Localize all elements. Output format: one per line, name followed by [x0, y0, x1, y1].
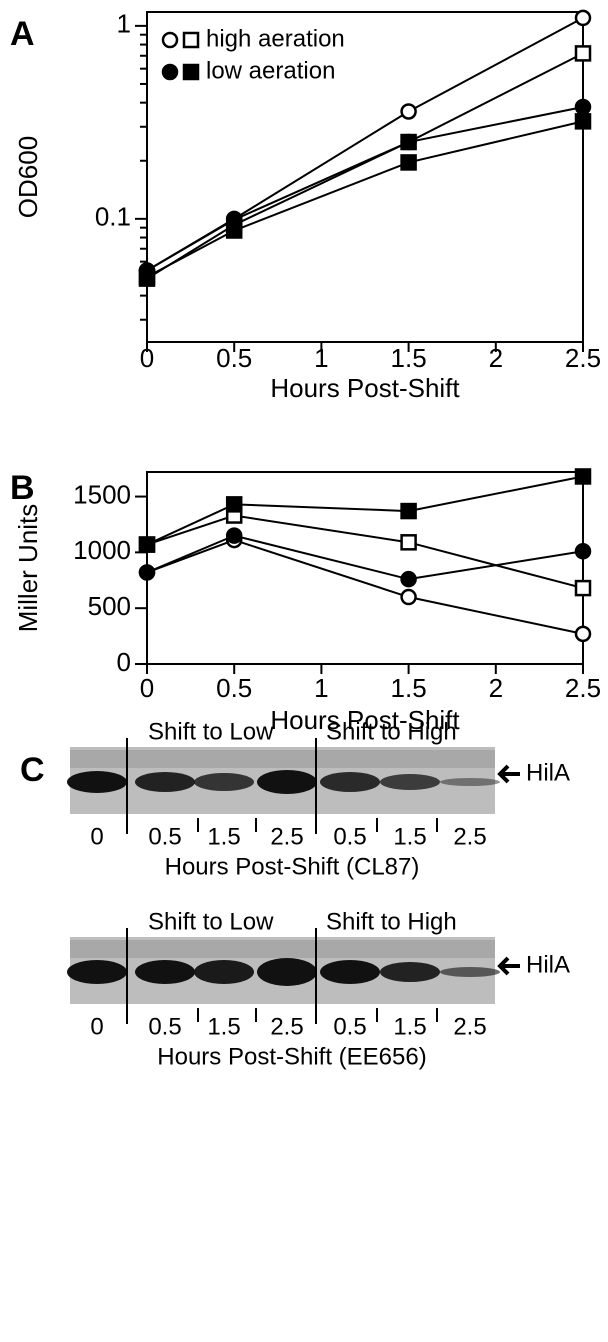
x-tick-label: 2.5 [565, 343, 601, 373]
blot-band [194, 960, 254, 984]
lane-label: 0.5 [148, 823, 181, 850]
circle-marker [576, 544, 590, 558]
y-tick-label: 1000 [73, 535, 131, 565]
blot-band [257, 770, 317, 794]
x-tick-label: 0 [140, 343, 154, 373]
y-tick-label: 1500 [73, 479, 131, 509]
y-tick-label: 1 [117, 9, 131, 39]
panel-label: C [20, 751, 45, 789]
blot-band [320, 960, 380, 984]
blot-band [440, 778, 500, 786]
x-tick-label: 1 [314, 343, 328, 373]
square-marker [402, 535, 416, 549]
legend-square [184, 65, 198, 79]
blot-band [257, 958, 317, 986]
legend-circle [163, 65, 177, 79]
x-tick-label: 2.5 [565, 673, 601, 703]
square-marker [140, 270, 154, 284]
x-tick-label: 2 [489, 673, 503, 703]
lane-label: 0 [90, 1013, 103, 1040]
legend-square [184, 33, 198, 47]
x-tick-label: 0.5 [216, 673, 252, 703]
band-label: HilA [526, 759, 570, 786]
background [0, 0, 608, 1342]
circle-marker [140, 565, 154, 579]
lane-label: 2.5 [453, 823, 486, 850]
x-tick-label: 2 [489, 343, 503, 373]
blot-caption: Hours Post-Shift (CL87) [165, 853, 420, 880]
legend-circle [163, 33, 177, 47]
lane-label: 1.5 [207, 1013, 240, 1040]
x-axis-label: Hours Post-Shift [270, 373, 460, 403]
lane-label: 0 [90, 823, 103, 850]
blot-band [67, 960, 127, 984]
square-marker [402, 504, 416, 518]
circle-marker [227, 529, 241, 543]
blot-smear [70, 940, 495, 958]
group-label: Shift to High [326, 718, 457, 745]
circle-marker [576, 11, 590, 25]
lane-label: 0.5 [148, 1013, 181, 1040]
circle-marker [576, 100, 590, 114]
circle-marker [402, 572, 416, 586]
blot-smear [70, 750, 495, 768]
blot-band [67, 771, 127, 793]
lane-label: 1.5 [393, 823, 426, 850]
square-marker [576, 581, 590, 595]
x-tick-label: 1 [314, 673, 328, 703]
square-marker [576, 469, 590, 483]
panel-label: A [10, 15, 35, 53]
blot-caption: Hours Post-Shift (EE656) [157, 1043, 426, 1070]
x-tick-label: 1.5 [391, 343, 427, 373]
lane-label: 1.5 [393, 1013, 426, 1040]
lane-label: 2.5 [270, 1013, 303, 1040]
circle-marker [402, 135, 416, 149]
square-marker [227, 497, 241, 511]
x-tick-label: 0 [140, 673, 154, 703]
square-marker [227, 224, 241, 238]
lane-label: 0.5 [333, 1013, 366, 1040]
y-tick-label: 0.1 [95, 202, 131, 232]
square-marker [140, 538, 154, 552]
legend-label: low aeration [206, 57, 335, 84]
group-label: Shift to High [326, 908, 457, 935]
blot-band [440, 967, 500, 977]
blot-band [320, 772, 380, 792]
y-axis-label: Miller Units [13, 504, 43, 633]
x-tick-label: 1.5 [391, 673, 427, 703]
blot-band [380, 962, 440, 982]
circle-marker [402, 590, 416, 604]
blot-band [194, 773, 254, 791]
figure: A OD600 Hours Post-Shift 0 0.5 1 1.5 2 2.5 0.1 1 hi… [0, 0, 608, 1342]
circle-marker [576, 627, 590, 641]
lane-label: 0.5 [333, 823, 366, 850]
blot-band [380, 774, 440, 790]
y-axis-label: OD600 [13, 136, 43, 218]
group-label: Shift to Low [148, 718, 274, 745]
legend-label: high aeration [206, 25, 345, 52]
group-label: Shift to Low [148, 908, 274, 935]
lane-label: 1.5 [207, 823, 240, 850]
x-tick-label: 0.5 [216, 343, 252, 373]
blot-band [135, 960, 195, 984]
panel-label: B [10, 469, 35, 507]
blot-band [135, 772, 195, 792]
y-tick-label: 0 [117, 647, 131, 677]
lane-label: 2.5 [270, 823, 303, 850]
circle-marker [402, 104, 416, 118]
lane-label: 2.5 [453, 1013, 486, 1040]
square-marker [576, 46, 590, 60]
square-marker [576, 114, 590, 128]
band-label: HilA [526, 951, 570, 978]
square-marker [402, 155, 416, 169]
y-tick-label: 500 [88, 591, 131, 621]
